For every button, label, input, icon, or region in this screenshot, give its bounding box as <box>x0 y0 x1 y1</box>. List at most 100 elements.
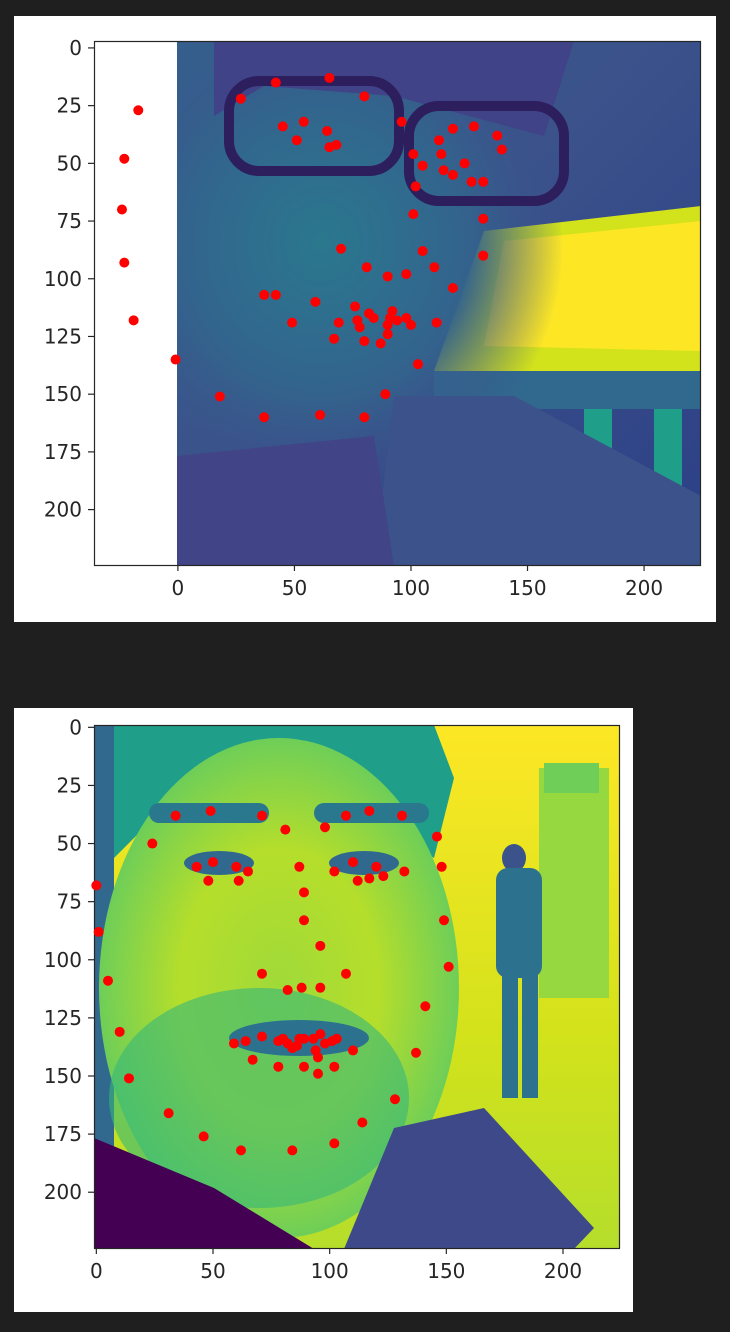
landmark-point <box>382 329 393 340</box>
y-tick-label: 25 <box>57 94 82 118</box>
landmark-point <box>257 1031 267 1042</box>
landmark-point <box>382 271 393 282</box>
landmark-point <box>417 160 428 171</box>
landmark-point <box>114 1026 125 1037</box>
chart-1-svg: 0 50 100 150 200 0 25 50 75 100 125 150 175 200 <box>44 36 702 600</box>
landmark-point <box>235 93 246 104</box>
landmark-point <box>361 262 372 273</box>
landmark-point <box>277 121 288 132</box>
landmark-point <box>299 915 309 926</box>
landmark-point <box>420 1001 431 1012</box>
landmark-point <box>410 181 421 192</box>
landmark-point <box>247 1054 258 1065</box>
landmark-point <box>280 824 291 835</box>
landmark-point <box>436 149 447 160</box>
landmark-point <box>205 806 216 817</box>
landmark-point <box>331 1033 342 1044</box>
landmark-point <box>364 806 375 817</box>
chart-2-landmarks <box>91 806 454 1156</box>
landmark-point <box>270 77 281 88</box>
x-tick-label: 100 <box>392 576 430 600</box>
x-tick-label: 0 <box>172 576 185 600</box>
landmark-point <box>466 176 477 187</box>
landmark-point <box>447 169 458 180</box>
y-tick-label: 200 <box>44 498 82 522</box>
landmark-point <box>396 116 407 127</box>
landmark-point <box>443 961 454 972</box>
landmark-point <box>320 822 330 833</box>
y-tick-label: 175 <box>44 440 82 464</box>
landmark-point <box>397 810 407 821</box>
landmark-point <box>329 1061 340 1072</box>
landmark-point <box>294 861 305 872</box>
chart-2-plot-frame <box>93 724 621 1250</box>
chart-2-svg: 0 50 100 150 200 0 25 50 75 100 125 150 175 200 <box>44 715 621 1283</box>
landmark-point <box>259 412 270 423</box>
x-tick-label: 150 <box>508 576 546 600</box>
landmark-point <box>432 831 442 842</box>
landmark-point <box>128 315 139 326</box>
landmark-point <box>478 176 489 187</box>
landmark-point <box>447 282 458 293</box>
landmark-point <box>412 359 423 370</box>
chart-1-plot-frame <box>93 40 702 567</box>
landmark-point <box>203 875 214 886</box>
landmark-point <box>329 333 340 344</box>
landmark-point <box>359 412 370 423</box>
y-tick-label: 175 <box>44 1122 82 1146</box>
y-tick-label: 25 <box>57 773 82 797</box>
landmark-point <box>208 857 218 868</box>
landmark-point <box>315 940 326 951</box>
y-tick-label: 50 <box>57 832 82 856</box>
landmark-point <box>380 389 391 400</box>
y-tick-label: 125 <box>44 324 82 348</box>
landmark-point <box>282 984 293 995</box>
landmark-point <box>231 861 242 872</box>
landmark-point <box>322 126 333 137</box>
landmark-point <box>324 72 335 83</box>
landmark-point <box>459 158 470 169</box>
landmark-point <box>354 322 365 333</box>
x-tick-label: 150 <box>427 1259 465 1283</box>
y-tick-label: 0 <box>69 715 82 739</box>
chart-1-figure: 0 50 100 150 200 0 25 50 75 100 125 150 175 200 <box>14 16 716 622</box>
y-tick-label: 75 <box>57 890 82 914</box>
landmark-point <box>478 250 489 261</box>
landmark-point <box>287 1145 298 1156</box>
landmark-point <box>270 289 281 300</box>
landmark-point <box>191 861 202 872</box>
landmark-point <box>287 317 298 328</box>
y-tick-label: 150 <box>44 1064 82 1088</box>
landmark-point <box>315 982 326 993</box>
landmark-point <box>298 116 309 127</box>
landmark-point <box>417 246 428 257</box>
face-image-1 <box>177 41 701 566</box>
landmark-point <box>91 880 102 891</box>
landmark-point <box>387 306 398 317</box>
landmark-point <box>313 1052 323 1063</box>
landmark-point <box>399 866 410 877</box>
chart-1-ticks: 0 50 100 150 200 0 25 50 75 100 125 150 175 200 <box>44 36 663 600</box>
landmark-point <box>348 857 358 868</box>
landmark-point <box>124 1073 134 1084</box>
y-tick-label: 200 <box>44 1180 82 1204</box>
y-tick-label: 75 <box>57 209 82 233</box>
y-tick-label: 100 <box>44 948 82 972</box>
landmark-point <box>299 1033 309 1044</box>
landmark-point <box>359 91 370 102</box>
y-tick-label: 100 <box>44 267 82 291</box>
landmark-point <box>359 336 370 347</box>
landmark-point <box>243 866 253 877</box>
landmark-point <box>170 354 181 365</box>
landmark-point <box>315 1029 326 1040</box>
landmark-point <box>390 1094 400 1105</box>
landmark-point <box>375 338 386 349</box>
landmark-point <box>478 213 489 224</box>
landmark-point <box>119 153 130 164</box>
landmark-point <box>436 861 447 872</box>
landmark-point <box>341 810 351 821</box>
landmark-point <box>336 243 347 254</box>
landmark-point <box>299 1061 309 1072</box>
x-tick-label: 100 <box>311 1259 349 1283</box>
landmark-point <box>408 209 419 220</box>
